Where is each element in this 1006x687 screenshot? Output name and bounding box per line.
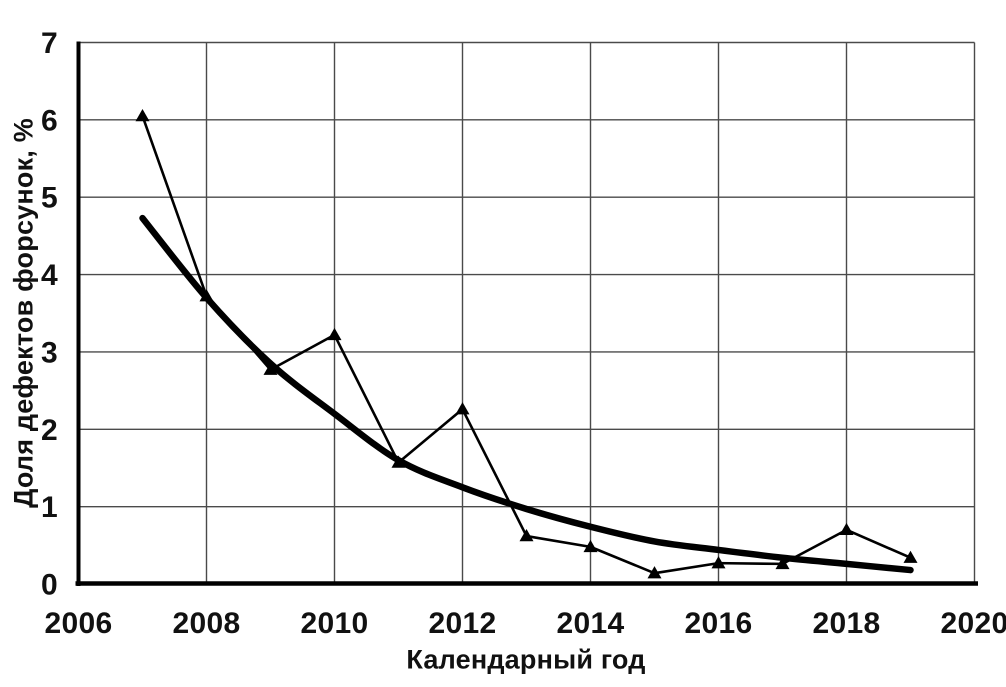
x-tick-label: 2016 xyxy=(685,607,753,640)
trend-curve xyxy=(139,214,914,574)
y-tick-label: 7 xyxy=(41,27,58,60)
x-tick-label: 2014 xyxy=(557,607,625,640)
data-point-marker xyxy=(775,556,790,570)
data-point-marker xyxy=(135,108,150,122)
data-point-marker xyxy=(391,455,406,468)
y-tick-label: 2 xyxy=(41,414,58,447)
x-tick-label: 2020 xyxy=(941,607,1006,640)
data-point-marker xyxy=(263,362,278,375)
data-point-marker xyxy=(519,529,534,542)
y-tick-label: 4 xyxy=(41,259,58,292)
data-point-marker xyxy=(711,556,726,569)
data-point-marker xyxy=(199,289,214,302)
data-point-marker xyxy=(647,566,662,579)
y-tick-label: 6 xyxy=(41,104,58,137)
y-tick-label: 5 xyxy=(41,182,58,215)
y-tick-label: 0 xyxy=(41,569,58,602)
x-tick-label: 2006 xyxy=(45,607,113,640)
data-point-marker xyxy=(583,539,598,553)
data-point-marker xyxy=(839,522,854,536)
x-tick-label: 2010 xyxy=(301,607,369,640)
x-tick-label: 2018 xyxy=(813,607,881,640)
x-tick-label: 2008 xyxy=(173,607,241,640)
y-tick-label: 3 xyxy=(41,336,58,369)
data-series-line xyxy=(141,115,912,575)
data-point-marker xyxy=(327,327,342,341)
data-point-marker xyxy=(455,402,470,415)
data-point-marker xyxy=(903,550,918,563)
y-tick-label: 1 xyxy=(41,491,58,524)
x-axis-title: Календарный год xyxy=(406,644,646,675)
y-axis-title: Доля дефектов форсунок, % xyxy=(8,118,39,508)
x-tick-label: 2012 xyxy=(429,607,497,640)
